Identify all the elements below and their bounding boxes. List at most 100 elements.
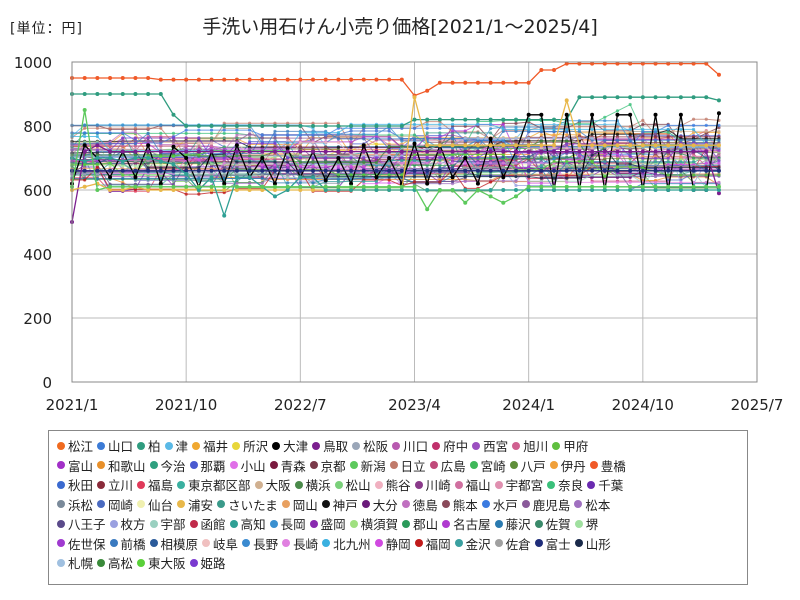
data-point [603,119,607,123]
data-point [577,146,582,150]
legend-item: 横須賀 [349,514,398,533]
data-point [577,127,582,131]
legend-item: 宇都宮 [494,475,543,494]
legend-marker [414,539,423,548]
data-point [514,136,518,140]
data-point [602,143,607,148]
data-point [121,164,125,168]
data-point [552,127,556,131]
data-point [133,76,138,80]
data-point [489,175,493,179]
data-point [286,121,290,125]
data-point [247,188,252,192]
data-point [234,77,239,82]
data-point [121,176,125,181]
data-point [349,188,354,192]
data-point [83,178,87,182]
data-point [146,168,151,173]
data-point [286,181,290,185]
data-point [653,149,658,154]
legend-label: 鳥取 [323,439,349,455]
data-point [475,181,480,186]
legend-label: 佐世保 [68,536,106,552]
legend-item: 横浜 [294,475,331,494]
legend-marker [232,441,241,450]
data-point [450,161,455,165]
data-point [552,159,556,163]
data-point [298,160,302,165]
data-point [527,161,531,165]
legend-item: 長岡 [269,514,306,533]
series-line-東大阪 [72,150,719,178]
data-point [526,80,531,85]
legend-label: 長岡 [280,517,306,533]
legend-item: 徳島 [401,495,438,514]
legend-label: 盛岡 [320,517,346,533]
data-point [526,149,531,154]
data-point [463,149,468,154]
data-point [171,188,176,192]
data-point [209,162,214,166]
data-point [108,175,113,180]
legend-label: 広島 [440,458,466,474]
data-point [590,143,595,148]
data-point [716,72,721,77]
data-point [222,141,226,145]
data-point [82,184,87,189]
data-point [577,176,582,180]
data-point [615,188,620,192]
data-point [298,168,303,173]
legend-label: 川口 [403,439,429,455]
data-point [666,166,670,170]
data-point [209,141,214,145]
legend-label: 徳島 [412,497,438,513]
data-point [108,188,113,192]
data-point [209,144,214,148]
data-point [387,184,392,189]
data-point [603,154,607,158]
legend-label: 熊本 [452,497,478,513]
data-point [387,77,392,82]
data-point [514,179,518,183]
data-point [476,165,480,170]
data-point [628,184,633,189]
data-point [628,180,632,184]
data-point [615,165,620,169]
legend-marker [402,519,411,528]
data-point [286,133,290,137]
legend-label: 府中 [443,439,469,455]
data-point [311,188,316,192]
data-point [298,130,302,135]
legend-marker [589,461,598,470]
data-point [425,122,429,126]
data-point [590,159,594,163]
legend-row: 佐世保 前橋 相模原 岐阜 長野 長崎 北九州 静岡 福岡 金沢 佐倉 富士 山形 [57,534,747,554]
data-point [412,122,417,126]
data-point [565,139,569,143]
data-point [412,156,417,160]
legend-marker [97,441,106,450]
data-point [666,188,671,192]
data-point [108,184,113,189]
data-point [272,77,277,82]
data-point [336,121,340,125]
data-point [602,61,607,66]
data-point [716,188,721,192]
data-point [513,168,518,173]
data-point [412,152,417,156]
legend-label: 金沢 [465,536,491,552]
data-point [120,188,125,192]
legend-label: 福井 [203,439,229,455]
legend-item: 新潟 [349,456,386,475]
data-point [437,80,442,85]
x-tick-label: 2021/10 [155,396,217,414]
data-point [222,188,227,192]
data-point [108,123,112,127]
data-point [641,156,645,160]
legend-label: 長崎 [293,536,319,552]
data-point [412,117,417,122]
data-point [704,184,709,189]
data-point [603,160,607,164]
data-point [463,152,467,156]
legend-marker [349,519,358,528]
